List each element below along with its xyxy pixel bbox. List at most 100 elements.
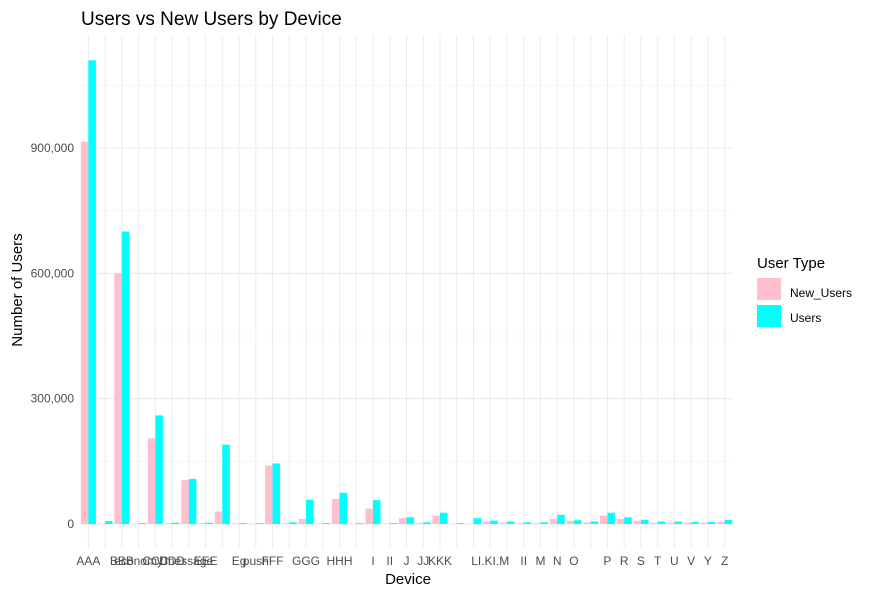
bar-new-users <box>717 521 725 524</box>
bar-new-users <box>281 523 290 524</box>
y-tick-label: 300,000 <box>31 392 75 406</box>
legend-title: User Type <box>757 255 825 272</box>
bar-new-users <box>80 141 89 524</box>
bar-new-users <box>365 508 374 524</box>
bar-users <box>406 517 415 524</box>
y-tick-label: 900,000 <box>31 141 75 155</box>
bar-new-users <box>97 523 106 525</box>
bar-users <box>306 499 314 524</box>
y-axis-ticks: 0 300,000 600,000 900,000 <box>31 141 75 531</box>
x-tick-label: HHH <box>327 554 353 568</box>
bar-users <box>624 517 632 524</box>
bar-users <box>356 523 364 524</box>
legend-label-new-users: New_Users <box>790 286 852 300</box>
x-tick-label: BBB <box>110 554 134 568</box>
legend: User Type New_Users Users <box>757 255 852 327</box>
x-tick-label: GGG <box>292 554 320 568</box>
x-tick-label: DDD <box>159 554 185 568</box>
bar-users <box>222 444 230 524</box>
bar-new-users <box>616 518 625 524</box>
bars <box>80 60 733 525</box>
x-tick-label: I <box>371 554 374 568</box>
x-tick-label: R <box>620 554 629 568</box>
x-tick-label: Eg <box>232 554 247 568</box>
bar-new-users <box>131 523 139 525</box>
bar-users <box>557 514 565 524</box>
bar-users <box>373 500 381 524</box>
bar-users <box>573 520 582 524</box>
bar-users <box>590 521 599 524</box>
bar-new-users <box>666 522 675 524</box>
bar-new-users <box>331 498 340 524</box>
bar-new-users <box>465 523 474 525</box>
bar-new-users <box>683 522 692 524</box>
x-tick-label: S <box>637 554 645 568</box>
x-tick-label: N <box>553 554 562 568</box>
bar-new-users <box>499 522 507 524</box>
bar-new-users <box>415 523 424 524</box>
bar-new-users <box>214 511 223 524</box>
bar-users <box>255 523 264 524</box>
x-axis-title: Device <box>385 571 431 588</box>
bar-new-users <box>516 523 524 524</box>
bar-new-users <box>348 523 357 525</box>
bar-new-users <box>566 520 574 524</box>
bar-users <box>439 512 448 524</box>
x-tick-label: KKK <box>428 554 452 568</box>
bar-new-users <box>298 518 307 524</box>
legend-swatch-new-users <box>757 278 781 300</box>
bar-new-users <box>398 518 407 524</box>
bar-users <box>456 523 465 524</box>
bar-users <box>172 522 180 524</box>
legend-swatch-users <box>757 305 781 327</box>
bar-new-users <box>265 465 273 524</box>
x-tick-label: AAA <box>76 554 100 568</box>
bar-new-users <box>583 522 591 524</box>
y-axis-title: Number of Users <box>9 233 26 346</box>
x-tick-label: Y <box>704 554 712 568</box>
x-tick-label: Z <box>721 554 728 568</box>
bar-users <box>88 60 96 525</box>
bar-new-users <box>700 522 708 524</box>
y-tick-label: 0 <box>67 517 74 531</box>
bar-users <box>289 522 297 524</box>
x-tick-label: EEE <box>194 554 218 568</box>
bar-new-users <box>633 520 641 524</box>
bar-users <box>607 512 615 524</box>
bar-new-users <box>248 523 256 525</box>
x-tick-label: J <box>404 554 410 568</box>
bar-users <box>691 521 699 524</box>
x-tick-label: FFF <box>262 554 284 568</box>
y-tick-label: 600,000 <box>31 266 75 280</box>
chart-title: Users vs New Users by Device <box>81 9 342 30</box>
bar-users <box>523 522 532 524</box>
bar-new-users <box>482 521 491 524</box>
bar-new-users <box>114 273 122 524</box>
bar-users <box>674 521 682 524</box>
bar-new-users <box>432 515 440 524</box>
bar-new-users <box>198 523 206 524</box>
x-tick-label: JJ <box>417 554 429 568</box>
bar-users <box>657 521 666 524</box>
bar-new-users <box>449 523 457 525</box>
bar-users <box>205 522 214 524</box>
grid-lines <box>80 35 733 548</box>
x-tick-label: II <box>386 554 393 568</box>
bar-users <box>707 521 716 524</box>
bar-new-users <box>147 438 156 524</box>
bar-users <box>640 519 649 524</box>
x-tick-label: O <box>569 554 578 568</box>
bar-new-users <box>599 515 608 524</box>
bar-users <box>339 492 348 524</box>
bar-users <box>188 478 197 524</box>
bar-new-users <box>231 523 240 525</box>
x-tick-label: II <box>520 554 527 568</box>
x-tick-label: message <box>164 554 213 568</box>
bar-new-users <box>549 518 558 524</box>
bar-users <box>155 415 163 524</box>
bar-users <box>322 523 331 524</box>
bar-users <box>121 231 130 525</box>
x-tick-label: push <box>243 554 269 568</box>
